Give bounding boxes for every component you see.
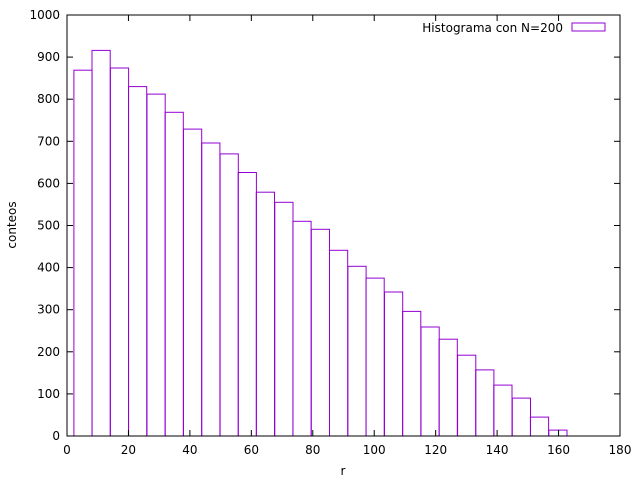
histogram-bar	[274, 201, 294, 437]
histogram-bar	[183, 128, 203, 437]
histogram-bar	[457, 354, 477, 437]
x-tick-label: 80	[305, 443, 320, 457]
histogram-bar	[128, 86, 148, 437]
x-tick-label: 20	[121, 443, 136, 457]
y-tick-label: 300	[37, 303, 60, 317]
histogram-bar	[347, 265, 367, 437]
histogram-bar	[146, 93, 166, 437]
histogram-bar	[511, 397, 531, 437]
histogram-bar	[292, 220, 312, 437]
y-axis-title: conteos	[5, 201, 19, 248]
y-tick-label: 1000	[29, 8, 60, 22]
y-tick-label: 100	[37, 387, 60, 401]
histogram-bar	[420, 326, 440, 437]
x-tick-label: 120	[424, 443, 447, 457]
histogram-bar	[402, 310, 422, 437]
y-tick-label: 500	[37, 219, 60, 233]
legend: Histograma con N=200	[422, 21, 606, 35]
x-tick-label: 100	[363, 443, 386, 457]
histogram-bar	[255, 191, 275, 437]
histogram-bar	[91, 49, 111, 437]
y-tick-label: 700	[37, 134, 60, 148]
histogram-bar	[548, 429, 568, 437]
legend-label: Histograma con N=200	[422, 21, 563, 35]
y-tick-label: 0	[52, 429, 60, 443]
histogram-bar	[475, 369, 495, 437]
histogram-bar	[201, 142, 221, 437]
x-tick-label: 60	[244, 443, 259, 457]
histogram-bar	[493, 384, 513, 437]
y-tick-label: 400	[37, 261, 60, 275]
histogram-bar	[329, 249, 349, 437]
x-tick-label: 0	[63, 443, 71, 457]
histogram-bar	[164, 111, 184, 437]
y-tick-label: 600	[37, 176, 60, 190]
y-axis-ticks: 0 100 200 300 400 500 600 700 800 900 1000	[29, 8, 620, 443]
histogram-bar	[219, 153, 239, 437]
x-tick-label: 140	[486, 443, 509, 457]
histogram-bar	[365, 277, 385, 437]
x-tick-label: 160	[547, 443, 570, 457]
histogram-bar	[438, 338, 458, 437]
histogram-bar	[529, 416, 550, 437]
y-tick-label: 200	[37, 345, 60, 359]
plot-frame	[66, 14, 621, 437]
y-tick-label: 800	[37, 92, 60, 106]
x-tick-label: 40	[182, 443, 197, 457]
histogram-bar	[109, 67, 130, 437]
y-tick-label: 900	[37, 50, 60, 64]
x-axis-title: r	[341, 464, 346, 478]
histogram-bars	[73, 49, 568, 437]
histogram-bar	[237, 172, 257, 437]
histogram-bar	[384, 291, 404, 437]
legend-swatch	[571, 22, 606, 32]
histogram-bar	[73, 69, 93, 437]
x-axis-ticks: 0 20 40 60 80 100 120 140 160 180	[63, 15, 631, 457]
histogram-bar	[310, 228, 330, 437]
x-tick-label: 180	[609, 443, 632, 457]
